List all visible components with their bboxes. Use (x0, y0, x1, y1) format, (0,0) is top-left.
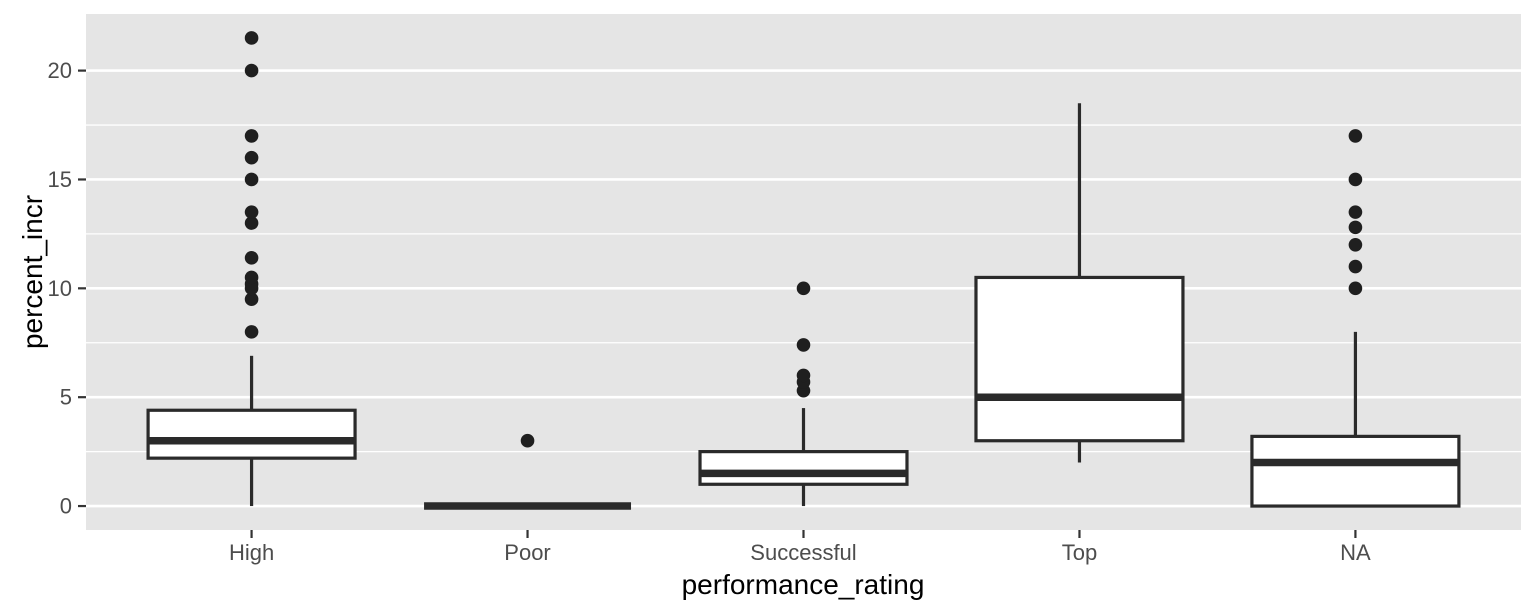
x-tick-label-high: High (229, 540, 274, 565)
x-tick-label-poor: Poor (504, 540, 550, 565)
box-top (974, 275, 1185, 443)
box-na (1250, 434, 1461, 508)
outlier-dot-high (244, 216, 259, 230)
x-tick-label-successful: Successful (750, 540, 856, 565)
outlier-dot-na (1348, 237, 1363, 252)
outlier-dot-high (244, 172, 259, 187)
outlier-dot-high (244, 325, 259, 339)
outlier-dot-high (244, 31, 259, 45)
y-tick-label: 15 (48, 167, 72, 192)
outlier-dot-na (1348, 281, 1363, 296)
outlier-dot-high (244, 251, 259, 265)
y-tick-label: 0 (60, 494, 72, 519)
outlier-dot-high (244, 129, 259, 143)
y-tick-label: 20 (48, 58, 72, 83)
y-axis-title: percent_incr (17, 194, 48, 350)
outlier-dot-high (244, 63, 259, 78)
outlier-dot-high (244, 292, 259, 307)
outlier-dot-successful (796, 338, 811, 352)
x-tick-label-na: NA (1340, 540, 1371, 565)
outlier-dot-na (1348, 172, 1363, 187)
x-tick-label-top: Top (1062, 540, 1097, 565)
y-tick-label: 5 (60, 385, 72, 410)
outlier-dot-poor (520, 433, 535, 448)
outlier-dot-na (1348, 259, 1363, 274)
outlier-dot-successful (796, 281, 811, 296)
box-successful (698, 450, 909, 486)
outlier-dot-na (1348, 205, 1363, 219)
outlier-dot-high (244, 150, 259, 165)
outlier-dot-na (1348, 220, 1363, 235)
outlier-dot-high (244, 270, 259, 285)
outlier-dot-na (1348, 129, 1363, 143)
box-high (146, 408, 357, 460)
y-tick-label: 10 (48, 276, 72, 301)
outlier-dot-successful (796, 368, 811, 383)
x-axis-title: performance_rating (681, 569, 925, 600)
outlier-dot-high (244, 205, 259, 219)
